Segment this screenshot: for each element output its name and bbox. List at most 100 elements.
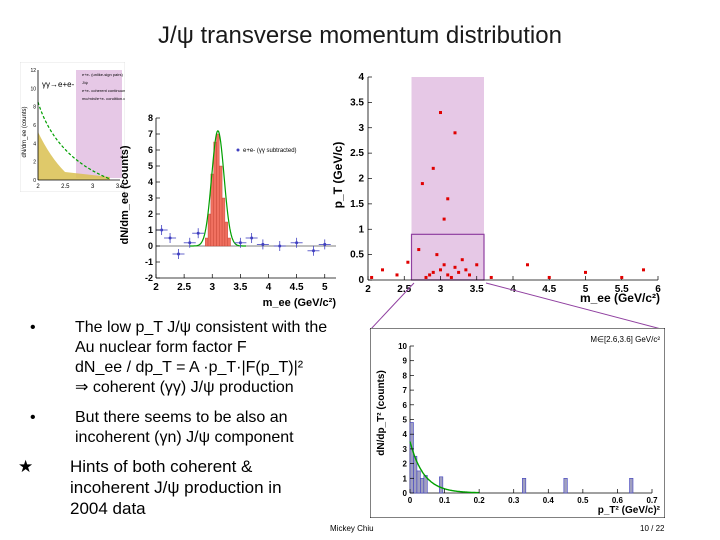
chart2-point: [250, 236, 254, 240]
star-line-3: 2004 data: [70, 499, 146, 518]
chart4-bar: [563, 478, 568, 494]
chart1-xtick: 3: [91, 184, 95, 190]
chart3-point: [431, 166, 435, 170]
bullet-2-marker: •: [30, 409, 36, 426]
chart2-xtick: 3: [209, 282, 215, 293]
bullet-1-line-2: Au nuclear form factor F: [75, 339, 247, 356]
chart4-xtick: 0.6: [612, 496, 624, 505]
chart3-ytick: 0: [358, 275, 364, 286]
chart4-fit: [409, 441, 480, 494]
chart1-ytick: 6: [33, 123, 36, 129]
chart2-gaussian: [189, 129, 246, 247]
chart2-bar: [213, 141, 217, 247]
chart2-ytick: 0: [148, 241, 153, 251]
chart4-legend: M∈[2.6,3.6] GeV/c²: [590, 335, 660, 344]
chart3-point: [435, 253, 439, 257]
chart2-point: [188, 241, 192, 245]
chart4-bar: [409, 422, 414, 494]
chart3-point: [547, 275, 551, 279]
chart4-ylabel: dN/dp_T² (counts): [376, 370, 387, 456]
chart3-point: [449, 275, 453, 279]
chart-pt-mass: 2 2.5 3 3.5 4 4.5 5 5.5 600.511.522.533.54 p_T (…: [331, 72, 661, 305]
chart4-xtick: 0: [408, 496, 413, 505]
chart1-legend-entry: e+e- (unlike-sign pairs): [82, 72, 123, 77]
chart4-xtick: 0.4: [543, 496, 555, 505]
chart2-ytick: 6: [148, 145, 153, 155]
chart4-bar: [522, 478, 527, 494]
chart2-bar: [219, 165, 223, 247]
chart2-ytick: -2: [145, 273, 153, 283]
chart2-xtick: 4.5: [290, 282, 304, 293]
chart1-legend-entry: J/ψ: [82, 80, 88, 85]
bullet-1-line-1: The low p_T J/ψ consistent with the: [75, 319, 328, 336]
chart3-point: [439, 268, 442, 272]
chart1-filled: [38, 132, 110, 180]
chart2-xtick: 2: [153, 282, 159, 293]
chart4-xtick: 0.2: [474, 496, 486, 505]
chart3-point: [475, 263, 479, 267]
chart4-ytick: 9: [403, 357, 408, 366]
chart3-ytick: 2: [358, 174, 364, 185]
chart3-point: [417, 248, 421, 252]
chart3-xtick: 4.5: [542, 284, 556, 295]
chart2-xtick: 3.5: [233, 282, 247, 293]
chart2-point: [312, 249, 315, 253]
chart3-xtick: 2.5: [397, 284, 411, 295]
chart2-bar: [221, 197, 226, 247]
chart4-bar: [629, 478, 634, 494]
chart4-ytick: 6: [403, 401, 408, 410]
chart2-point: [295, 241, 299, 245]
chart2-bar: [227, 237, 231, 247]
chart3-ytick: 3: [358, 123, 364, 134]
chart4-ytick: 1: [403, 474, 408, 483]
chart2-xlabel: m_ee (GeV/c²): [263, 297, 337, 309]
chart2-point: [160, 228, 164, 232]
chart3-point: [442, 217, 446, 221]
chart3-point: [460, 258, 464, 262]
chart2-point: [177, 252, 180, 256]
chart2-legend-marker: [236, 148, 240, 152]
chart3-ytick: 4: [358, 72, 364, 83]
chart3-point: [431, 270, 435, 274]
chart3-xtick: 3.5: [470, 284, 484, 295]
chart1-legend-entry: mc/mini/e+e- condition.com: [82, 96, 125, 101]
chart-gamma-gamma: dN/dm_ee (counts) γγ→e+e- 2 2.5 3 3.5 02468…: [20, 62, 125, 192]
chart3-point: [381, 268, 384, 272]
chart3-point: [584, 270, 587, 274]
slide-title: J/ψ transverse momentum distribution: [158, 22, 562, 49]
chart2-ytick: 5: [148, 161, 153, 171]
chart3-point: [439, 111, 442, 115]
chart4-ytick: 2: [403, 460, 408, 469]
chart2-ytick: 1: [148, 225, 153, 235]
chart3-point: [489, 275, 493, 279]
chart1-band: [76, 70, 122, 178]
chart4-bar: [416, 470, 421, 494]
chart1-xtick: 3.5: [116, 184, 125, 190]
chart3-point: [395, 273, 399, 277]
chart1-fit: [37, 101, 111, 180]
chart1-ytick: 8: [33, 105, 36, 111]
chart2-ytick: 4: [148, 177, 153, 187]
chart4-ytick: 0: [403, 489, 408, 498]
chart2-bar: [216, 133, 220, 247]
chart4-ytick: 4: [403, 430, 408, 439]
bullet-1-line-4: ⇒ coherent (γγ) J/ψ production: [75, 379, 294, 396]
chart1-xtick: 2: [36, 184, 40, 190]
chart-pt2: 0 0.1 0.2 0.3 0.4 0.5 0.6 0.7 0 1 2 3 4 5 6 7 8 9 10 dN/dp…: [370, 328, 665, 518]
chart-mass: 2 2.5 3 3.5 4 4.5 5 -2 -1 0 1 2 3 4 5 6 7 8 dN/dm_ee (cou…: [119, 113, 337, 309]
chart4-xtick: 0.5: [577, 496, 589, 505]
chart1-ytick: 10: [30, 86, 36, 92]
footer-page-number: 10 / 22: [640, 524, 665, 533]
chart4-bar: [420, 478, 425, 494]
chart2-ylabel: dN/dm_ee (counts): [119, 145, 131, 244]
chart3-ytick: 1: [358, 224, 364, 235]
chart1-ytick: 0: [33, 178, 36, 184]
chart2-xtick: 5: [322, 282, 328, 293]
chart4-ytick: 8: [403, 371, 408, 380]
chart3-ytick: 3.5: [350, 97, 364, 108]
chart1-ytick: 4: [33, 141, 36, 147]
chart3-ytick: 1.5: [350, 199, 364, 210]
chart3-point: [420, 182, 424, 186]
chart1-xtick: 2.5: [61, 184, 70, 190]
bullet-2-line-2: incoherent (γn) J/ψ component: [75, 429, 294, 446]
